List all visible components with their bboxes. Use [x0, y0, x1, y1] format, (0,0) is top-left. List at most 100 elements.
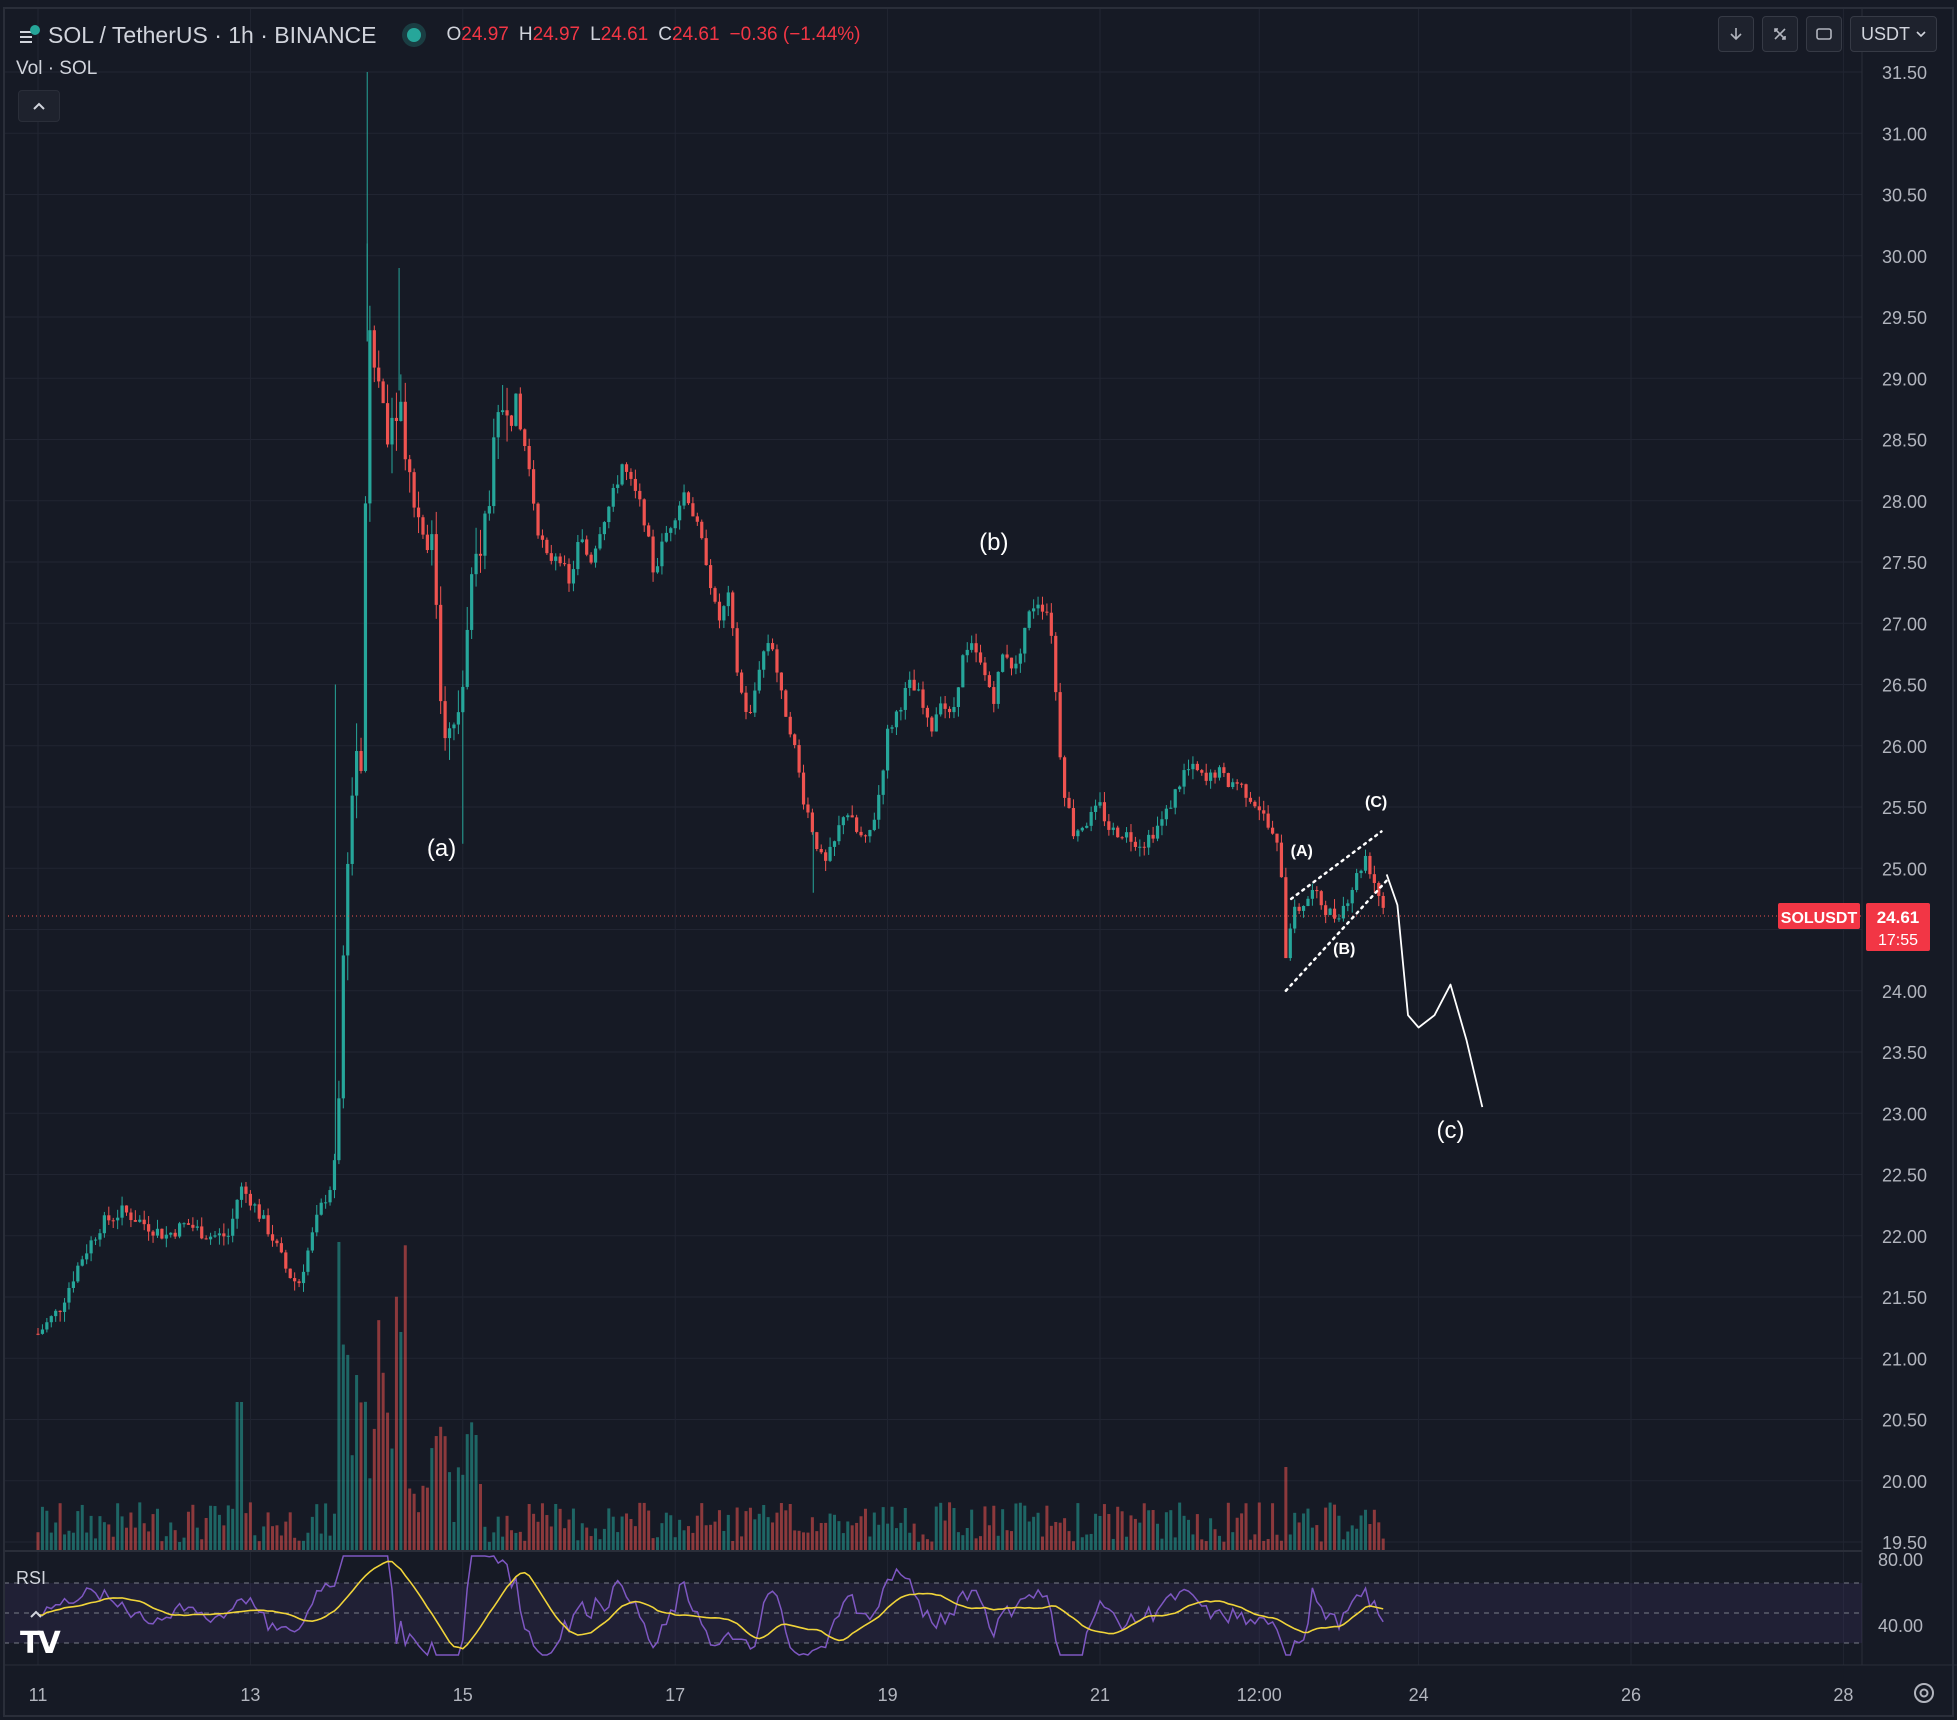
candle-body [1071, 808, 1076, 837]
volume-bar [647, 1510, 651, 1552]
rsi-collapse-button[interactable] [22, 1604, 50, 1624]
volume-bar [1058, 1522, 1062, 1552]
volume-bar [956, 1532, 960, 1552]
volume-bar [788, 1503, 792, 1552]
candle-body [1244, 784, 1248, 798]
candle-body [155, 1228, 160, 1236]
volume-bar [80, 1504, 84, 1552]
currency-label: USDT [1861, 23, 1910, 44]
candle-body [1226, 773, 1230, 788]
candle-body [447, 728, 452, 739]
candle-body [1381, 895, 1385, 908]
volume-bar [315, 1504, 319, 1552]
volume-bar [762, 1505, 766, 1552]
candle-body [1346, 903, 1350, 906]
collapse-legend-button[interactable] [18, 90, 60, 122]
volume-bar [872, 1512, 876, 1552]
volume-bar [828, 1513, 832, 1552]
volume-bar [483, 1526, 487, 1552]
candle-body [1284, 877, 1288, 959]
candle-body [178, 1223, 182, 1237]
candle-body [620, 464, 624, 485]
refresh-button[interactable] [1806, 16, 1842, 52]
volume-bar [509, 1530, 513, 1552]
volume-legend[interactable]: Vol · SOL [16, 58, 98, 79]
volume-bar [633, 1526, 637, 1552]
change-value: −0.36 (−1.44%) [729, 24, 861, 45]
fullscreen-button[interactable] [1762, 16, 1798, 52]
candle-body [301, 1271, 306, 1284]
price-tick-label: 24.00 [1882, 982, 1927, 1002]
price-tick-label: 27.50 [1882, 553, 1927, 573]
candle-body [709, 565, 713, 589]
volume-bar [1359, 1515, 1363, 1552]
candle-body [1102, 802, 1107, 822]
volume-bar [594, 1528, 598, 1552]
volume-bar [1248, 1539, 1252, 1552]
tradingview-logo-icon[interactable]: TV [20, 1626, 61, 1661]
arrow-down-icon [1730, 28, 1742, 41]
price-tick-label: 20.00 [1882, 1472, 1927, 1492]
low-value: 24.61 [600, 24, 649, 45]
candle-body [1142, 846, 1146, 848]
close-key: C [658, 24, 672, 45]
currency-select[interactable]: USDT [1850, 16, 1937, 52]
volume-bar [142, 1523, 146, 1552]
candle-body [757, 669, 761, 691]
candle-body [872, 819, 876, 831]
volume-bar [1045, 1505, 1049, 1552]
price-tick-label: 22.00 [1882, 1227, 1927, 1247]
volume-bar [563, 1528, 567, 1552]
candle-body [120, 1205, 124, 1218]
candle-body [355, 750, 359, 796]
candle-body [412, 472, 416, 508]
volume-bar [160, 1541, 164, 1552]
candle-body [36, 1333, 40, 1335]
volume-bar [1120, 1511, 1124, 1552]
volume-bar [120, 1516, 124, 1552]
rsi-legend[interactable]: RSI [16, 1568, 47, 1588]
candle-body [1076, 830, 1080, 837]
candle-body [686, 492, 691, 504]
candle-body [1306, 898, 1310, 906]
volume-bar [1271, 1503, 1275, 1552]
symbol-title[interactable]: SOL / TetherUS · 1h · BINANCE [48, 21, 377, 48]
candle-body [116, 1217, 120, 1221]
candle-body [580, 539, 584, 543]
rsi-band-fill [4, 1583, 1862, 1643]
volume-bar [1098, 1516, 1102, 1552]
candle-body [102, 1215, 106, 1234]
candle-body [85, 1253, 89, 1260]
volume-bar [217, 1514, 221, 1552]
volume-bar [257, 1541, 261, 1552]
volume-bar [45, 1510, 49, 1552]
settings-gear-icon[interactable] [1911, 1680, 1937, 1706]
candle-body [217, 1233, 222, 1236]
candle-body [1288, 928, 1292, 959]
candle-body [806, 804, 810, 813]
candle-body [717, 601, 722, 621]
projected-wave-path [1385, 874, 1484, 1108]
download-button[interactable] [1718, 16, 1754, 52]
volume-bar [1306, 1508, 1310, 1552]
candle-body [1045, 611, 1049, 613]
candle-body [983, 662, 987, 676]
volume-bar [1253, 1534, 1257, 1552]
candle-body [877, 794, 881, 820]
volume-bar [974, 1538, 978, 1552]
volume-bar [1023, 1505, 1027, 1552]
candle-body [532, 469, 536, 504]
price-tick-label: 31.00 [1882, 124, 1927, 144]
volume-bar [306, 1532, 310, 1552]
volume-bar [386, 1412, 390, 1552]
candle-body [1129, 832, 1133, 842]
volume-bars [36, 1241, 1385, 1552]
volume-bar [691, 1532, 695, 1552]
candle-body [611, 487, 615, 507]
candle-body [903, 687, 907, 710]
volume-bar [868, 1536, 872, 1552]
volume-bar [434, 1436, 438, 1552]
candle-body [1054, 635, 1058, 693]
volume-bar [94, 1538, 98, 1552]
